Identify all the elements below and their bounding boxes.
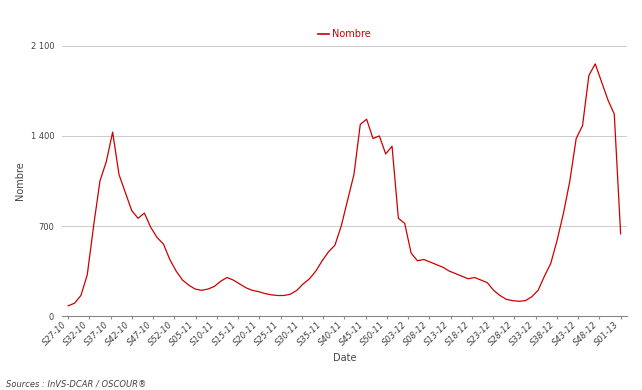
Text: Sources : InVS-DCAR / OSCOUR®: Sources : InVS-DCAR / OSCOUR® [6,379,147,388]
Y-axis label: Nombre: Nombre [15,161,25,200]
Nombre [77,293,85,298]
Nombre [578,123,586,128]
Nombre [388,144,396,149]
Nombre [338,224,345,229]
Legend: Nombre: Nombre [318,29,371,39]
X-axis label: Date: Date [333,353,356,363]
Nombre [217,279,225,284]
Nombre [617,231,625,236]
Nombre [64,303,72,308]
Line: Nombre: Nombre [68,64,621,306]
Nombre [223,275,230,280]
Nombre [591,62,599,66]
